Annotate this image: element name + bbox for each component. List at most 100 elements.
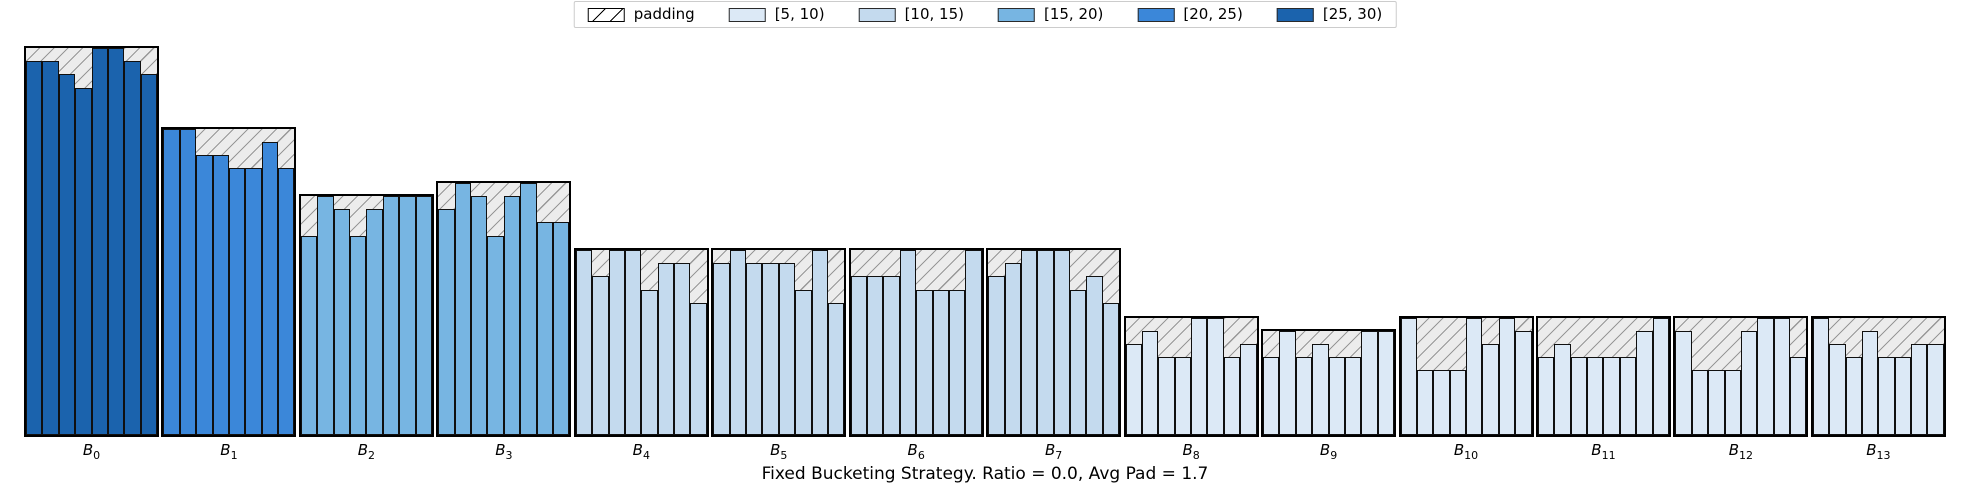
bucket-B9 <box>1261 329 1397 437</box>
legend-label-bin-10-15: [10, 15) <box>904 5 964 23</box>
bar-B9-3 <box>1312 344 1329 435</box>
bar-B2-6 <box>399 196 416 435</box>
bar-B1-6 <box>261 141 279 435</box>
legend-label-bin-5-10: [5, 10) <box>774 5 825 23</box>
legend-item-bin-25-30: [25, 30) <box>1276 5 1382 24</box>
bar-B7-3 <box>1037 250 1054 435</box>
bin-10-15-swatch-icon <box>858 7 896 22</box>
bar-B11-7 <box>1652 317 1669 435</box>
bar-B0-7 <box>140 74 157 435</box>
chart-title: Fixed Bucketing Strategy. Ratio = 0.0, A… <box>761 464 1209 484</box>
bar-B1-3 <box>212 155 229 435</box>
bar-B3-6 <box>536 222 553 435</box>
bar-B6-1 <box>867 276 884 435</box>
bar-B9-6 <box>1361 331 1378 435</box>
legend-label-bin-15-20: [15, 20) <box>1043 5 1104 23</box>
bucket-label-B4: B4 <box>632 441 650 462</box>
bar-B8-1 <box>1141 330 1159 435</box>
bucket-B3 <box>436 180 572 437</box>
bar-B5-1 <box>729 250 746 435</box>
legend-label-bin-20-25: [20, 25) <box>1183 5 1243 23</box>
bar-B13-5 <box>1894 356 1912 435</box>
legend-item-bin-15-20: [15, 20) <box>997 5 1104 24</box>
bar-B3-5 <box>520 182 537 435</box>
bar-B3-4 <box>503 195 521 435</box>
bar-B12-6 <box>1773 317 1791 435</box>
bar-B7-5 <box>1070 289 1087 435</box>
bar-B7-6 <box>1086 276 1103 435</box>
bar-B13-0 <box>1812 317 1830 435</box>
bar-B2-7 <box>415 196 432 435</box>
bar-B4-5 <box>657 263 675 435</box>
bar-B0-4 <box>91 47 108 435</box>
bin-25-30-swatch-icon <box>1276 7 1314 22</box>
bar-B13-6 <box>1911 343 1928 435</box>
bar-B1-1 <box>179 128 197 435</box>
bar-B12-7 <box>1790 356 1807 435</box>
bar-B11-2 <box>1570 356 1588 435</box>
bar-B3-1 <box>454 182 472 435</box>
bar-B11-4 <box>1603 356 1620 435</box>
bucket-B11 <box>1535 315 1671 437</box>
bucket-label-B11: B11 <box>1591 441 1616 462</box>
legend-item-padding: padding <box>587 5 695 24</box>
bar-B5-3 <box>762 263 779 435</box>
bar-B8-2 <box>1158 356 1175 435</box>
bar-B1-7 <box>278 168 295 435</box>
bar-B2-0 <box>300 235 318 435</box>
bar-B5-2 <box>746 263 763 435</box>
bar-B12-3 <box>1724 369 1741 435</box>
bucket-B5 <box>711 248 847 437</box>
bar-B13-1 <box>1829 343 1846 435</box>
bar-B2-1 <box>317 196 334 435</box>
bar-B6-5 <box>932 289 949 435</box>
bar-B6-2 <box>883 276 900 435</box>
bar-B4-0 <box>575 250 593 435</box>
bar-B12-5 <box>1757 317 1774 435</box>
bucket-B0 <box>24 45 159 437</box>
bar-B7-1 <box>1004 263 1021 435</box>
bucket-B8 <box>1123 315 1259 437</box>
bar-B13-2 <box>1845 356 1862 435</box>
bar-B11-1 <box>1554 343 1571 435</box>
bar-B0-2 <box>58 74 76 435</box>
bar-B9-4 <box>1328 357 1345 435</box>
bar-B9-7 <box>1377 331 1395 435</box>
bar-B0-6 <box>124 60 141 435</box>
bar-B13-3 <box>1861 330 1879 435</box>
bar-B4-4 <box>641 289 658 435</box>
bucket-label-B7: B7 <box>1044 441 1063 462</box>
bar-B5-7 <box>827 302 845 435</box>
bar-B2-4 <box>366 209 383 435</box>
bar-B4-7 <box>690 302 707 435</box>
bar-B10-1 <box>1416 369 1434 435</box>
bar-B11-0 <box>1537 356 1555 435</box>
bar-B8-3 <box>1174 356 1192 435</box>
bar-B6-4 <box>916 289 933 435</box>
bucket-label-B13: B13 <box>1866 441 1891 462</box>
bar-B8-5 <box>1207 317 1224 435</box>
bar-B4-2 <box>608 250 625 435</box>
bar-B10-3 <box>1449 369 1466 435</box>
bar-B12-2 <box>1708 369 1725 435</box>
bar-B8-7 <box>1240 343 1257 435</box>
bin-5-10-swatch-icon <box>728 7 766 22</box>
bar-B8-0 <box>1125 343 1142 435</box>
legend-item-bin-5-10: [5, 10) <box>728 5 825 24</box>
bar-B1-4 <box>228 168 246 435</box>
bucket-label-B3: B3 <box>495 441 513 462</box>
bucket-label-B8: B8 <box>1182 441 1200 462</box>
bar-B3-7 <box>552 222 570 435</box>
bar-B4-6 <box>674 263 691 435</box>
bar-B9-5 <box>1344 357 1362 435</box>
bucket-B10 <box>1398 315 1534 437</box>
bucket-label-B12: B12 <box>1728 441 1754 462</box>
bucket-label-B0: B0 <box>82 441 101 462</box>
bar-B3-3 <box>487 235 504 435</box>
bar-B10-6 <box>1498 317 1516 435</box>
bar-B6-3 <box>899 250 917 435</box>
bucket-label-B6: B6 <box>907 441 925 462</box>
legend-label-padding: padding <box>633 5 695 23</box>
